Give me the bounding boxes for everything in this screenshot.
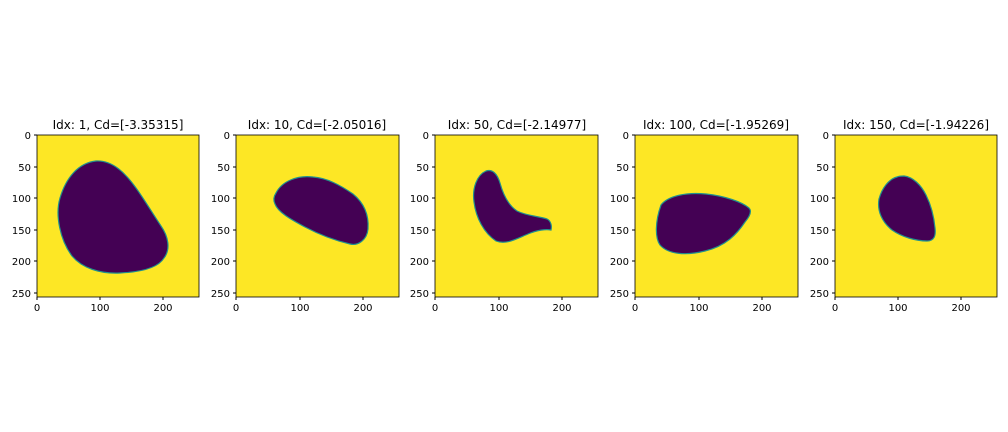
y-tick-label: 100	[211, 194, 230, 205]
x-tick-label: 100	[489, 303, 508, 314]
x-axis: 0 100 200	[632, 297, 772, 314]
y-tick-label: 150	[211, 226, 230, 237]
shape	[273, 176, 369, 245]
y-tick-label: 200	[810, 257, 829, 268]
axes-frame	[434, 134, 599, 298]
y-tick-label: 0	[423, 131, 429, 142]
y-tick-label: 250	[810, 289, 829, 300]
shape	[472, 169, 552, 243]
y-tick-label: 100	[410, 194, 429, 205]
y-tick-label: 0	[25, 131, 31, 142]
x-axis: 0 100 200	[832, 297, 971, 314]
axes-frame	[235, 134, 400, 298]
axes-frame	[634, 134, 799, 298]
y-axis: 0 50 100 150 200 250	[410, 131, 435, 300]
y-tick-label: 50	[18, 163, 31, 174]
y-tick-label: 50	[616, 163, 629, 174]
x-tick-label: 200	[153, 303, 172, 314]
x-tick-label: 100	[888, 303, 907, 314]
panel-title: Idx: 10, Cd=[-2.05016]	[248, 118, 386, 132]
x-tick-label: 0	[632, 303, 638, 314]
y-tick-label: 0	[224, 131, 230, 142]
panel-3: Idx: 50, Cd=[-2.14977] 0 100 200 0 50 10…	[410, 118, 599, 314]
x-tick-label: 100	[689, 303, 708, 314]
axes-frame	[834, 134, 998, 298]
x-tick-label: 0	[432, 303, 438, 314]
y-tick-label: 150	[410, 226, 429, 237]
y-tick-label: 150	[810, 226, 829, 237]
y-tick-label: 150	[12, 226, 31, 237]
y-tick-label: 100	[810, 194, 829, 205]
y-axis: 0 50 100 150 200 250	[211, 131, 236, 300]
shape	[877, 175, 936, 242]
y-tick-label: 250	[211, 289, 230, 300]
y-axis: 0 50 100 150 200 250	[12, 131, 37, 300]
panel-1: Idx: 1, Cd=[-3.35315] 0 100 200 0 50 100…	[12, 118, 200, 314]
panel-2: Idx: 10, Cd=[-2.05016] 0 100 200 0 50 10…	[211, 118, 400, 314]
y-tick-label: 250	[12, 289, 31, 300]
y-axis: 0 50 100 150 200 250	[610, 131, 635, 300]
panel-5: Idx: 150, Cd=[-1.94226] 0 100 200 0 50 1…	[810, 118, 998, 314]
x-axis: 0 100 200	[432, 297, 572, 314]
shape	[57, 160, 169, 274]
panel-title: Idx: 1, Cd=[-3.35315]	[53, 118, 184, 132]
panel-title: Idx: 100, Cd=[-1.95269]	[643, 118, 789, 132]
y-tick-label: 200	[12, 257, 31, 268]
shape	[655, 192, 751, 255]
x-tick-label: 200	[353, 303, 372, 314]
axes-frame	[36, 134, 200, 298]
x-tick-label: 200	[951, 303, 970, 314]
x-axis: 0 100 200	[34, 297, 173, 314]
x-tick-label: 200	[752, 303, 771, 314]
y-tick-label: 200	[410, 257, 429, 268]
y-tick-label: 250	[610, 289, 629, 300]
y-tick-label: 200	[211, 257, 230, 268]
panel-title: Idx: 150, Cd=[-1.94226]	[843, 118, 989, 132]
panel-title: Idx: 50, Cd=[-2.14977]	[448, 118, 586, 132]
x-tick-label: 100	[290, 303, 309, 314]
panel-4: Idx: 100, Cd=[-1.95269] 0 100 200 0 50 1…	[610, 118, 799, 314]
x-tick-label: 200	[552, 303, 571, 314]
x-tick-label: 0	[233, 303, 239, 314]
y-axis: 0 50 100 150 200 250	[810, 131, 835, 300]
y-tick-label: 50	[816, 163, 829, 174]
y-tick-label: 50	[416, 163, 429, 174]
y-tick-label: 50	[217, 163, 230, 174]
y-tick-label: 200	[610, 257, 629, 268]
y-tick-label: 150	[610, 226, 629, 237]
x-tick-label: 0	[832, 303, 838, 314]
y-tick-label: 100	[12, 194, 31, 205]
y-tick-label: 0	[623, 131, 629, 142]
x-tick-label: 0	[34, 303, 40, 314]
y-tick-label: 0	[823, 131, 829, 142]
y-tick-label: 100	[610, 194, 629, 205]
x-tick-label: 100	[90, 303, 109, 314]
y-tick-label: 250	[410, 289, 429, 300]
x-axis: 0 100 200	[233, 297, 373, 314]
